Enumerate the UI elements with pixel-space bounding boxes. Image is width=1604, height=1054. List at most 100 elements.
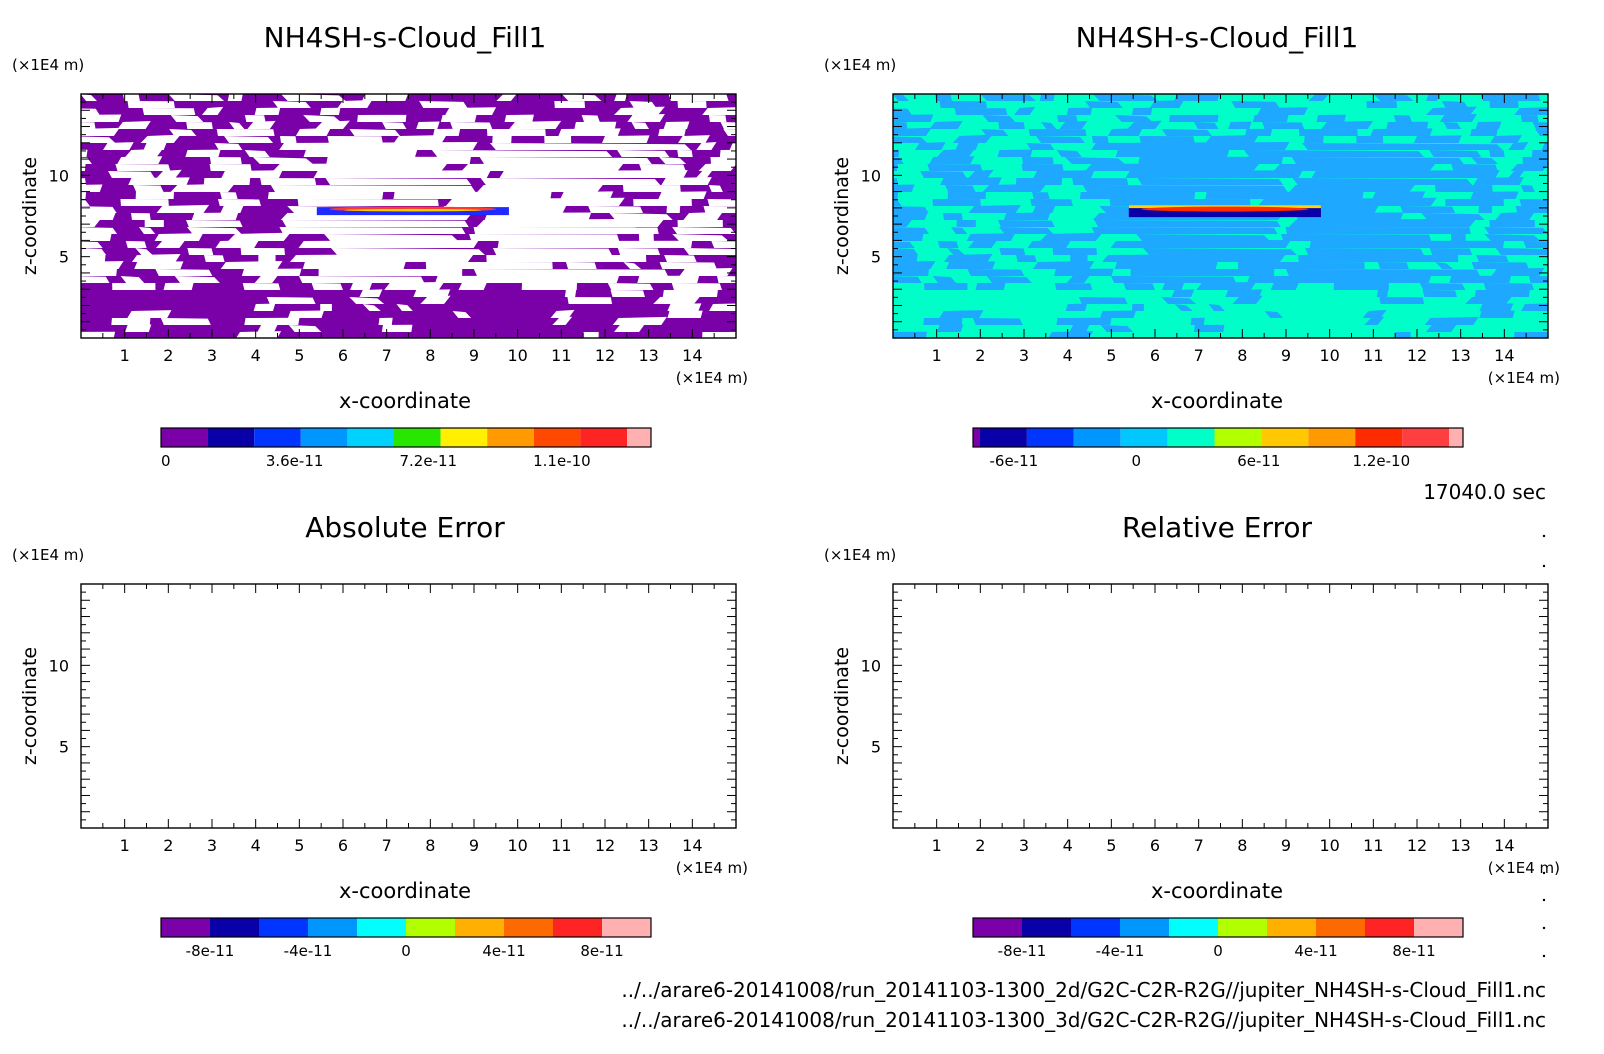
field-stripe	[980, 94, 1037, 101]
field-stripe	[1247, 275, 1432, 283]
colorbar-tick-label: 3.6e-11	[266, 452, 324, 470]
field-stripe	[156, 169, 182, 178]
x-tick-label: 1	[932, 836, 942, 855]
field-stripe	[1029, 199, 1073, 206]
field-stripe	[1483, 283, 1534, 290]
field-stripe	[1264, 311, 1284, 318]
field-stripe	[1039, 94, 1055, 101]
colorbar-segment	[394, 428, 441, 447]
field-stripe	[509, 120, 562, 129]
field-stripe	[117, 120, 151, 129]
colorbar-segment	[357, 918, 406, 937]
field-stripe	[932, 199, 981, 206]
field-stripe	[893, 212, 928, 220]
x-tick-label: 8	[1237, 346, 1247, 365]
field-stripe	[703, 206, 736, 213]
y-tick-label: 10	[861, 166, 881, 185]
field-stripe	[1065, 303, 1088, 311]
field-stripe	[711, 241, 736, 248]
field-stripe	[1288, 218, 1477, 227]
x-tick-label: 3	[207, 836, 217, 855]
field-stripe	[1495, 211, 1535, 220]
field-stripe	[362, 304, 381, 311]
x-tick-label: 12	[1407, 836, 1427, 855]
plot-background	[893, 584, 1548, 828]
colorbar-segment	[553, 918, 602, 937]
y-axis-label: z-coordinate	[831, 647, 853, 765]
field-stripe	[267, 191, 384, 199]
colorbar-segment	[161, 428, 208, 447]
field-stripe	[1531, 149, 1548, 157]
panel-1: 1 2 3 4 5 6 7 8 9 10 11 12 13 14510NH4SH-s-Cloud_Fill…	[12, 21, 748, 470]
field-stripe	[1386, 121, 1429, 129]
field-stripe	[297, 199, 439, 206]
field-stripe	[1021, 157, 1054, 164]
field-stripe	[729, 142, 736, 150]
field-stripe	[504, 114, 534, 122]
field-stripe	[1471, 262, 1529, 269]
x-tick-label: 6	[338, 346, 348, 365]
colorbar-tick-label: 7.2e-11	[399, 452, 457, 470]
field-stripe	[560, 191, 614, 199]
field-stripe	[258, 255, 276, 262]
field-stripe	[378, 317, 393, 325]
field-stripe	[131, 253, 181, 262]
field-stripe	[220, 205, 244, 213]
x-tick-label: 11	[1363, 346, 1383, 365]
panel-title: NH4SH-s-Cloud_Fill1	[1076, 21, 1359, 54]
field-stripe	[81, 127, 120, 136]
field-stripe	[947, 191, 986, 199]
field-stripe	[241, 268, 302, 276]
field-stripe	[170, 115, 204, 122]
field-stripe	[1193, 324, 1225, 332]
x-axis-label: x-coordinate	[339, 879, 471, 903]
field-stripe	[1441, 101, 1469, 108]
field-stripe	[1190, 317, 1205, 325]
field-stripe	[125, 148, 163, 157]
field-stripe	[1281, 234, 1432, 241]
field-stripe	[111, 317, 151, 325]
x-tick-label: 4	[251, 346, 261, 365]
field-stripe	[1479, 310, 1515, 318]
field-stripe	[1026, 143, 1055, 150]
field-stripe	[893, 94, 909, 101]
field-stripe	[1066, 274, 1091, 283]
field-stripe	[1373, 94, 1414, 101]
field-stripe	[433, 128, 461, 136]
field-stripe	[1169, 114, 1219, 122]
field-stripe	[496, 94, 517, 101]
field-stripe	[893, 268, 929, 276]
field-stripe	[1115, 115, 1153, 122]
field-stripe	[247, 120, 276, 129]
field-stripe	[1059, 120, 1088, 129]
field-stripe	[1225, 289, 1263, 297]
field-stripe	[81, 184, 103, 192]
field-stripe	[1032, 260, 1095, 269]
field-stripe	[1194, 122, 1219, 129]
colorbar-frame	[160, 917, 652, 938]
field-stripe	[168, 94, 225, 101]
field-stripe	[612, 316, 667, 325]
field-stripe	[252, 157, 313, 164]
field-stripe	[440, 114, 477, 122]
field-stripe	[1489, 101, 1519, 108]
field-stripe	[1285, 227, 1471, 234]
x-tick-label: 12	[595, 346, 615, 365]
field-stripe	[893, 184, 915, 192]
field-stripe	[1032, 205, 1056, 213]
colorbar-segment	[207, 428, 255, 447]
y-tick-label: 5	[59, 738, 69, 757]
field-stripe	[186, 227, 242, 234]
field-stripe	[929, 120, 963, 129]
field-stripe	[923, 317, 963, 325]
field-stripe	[431, 150, 613, 157]
field-stripe	[672, 227, 736, 234]
field-stripe	[217, 199, 261, 206]
field-stripe	[1289, 183, 1416, 192]
x-tick-label: 2	[975, 346, 985, 365]
x-tick-label: 9	[1281, 836, 1291, 855]
colorbar-segment	[455, 918, 504, 937]
field-stripe	[1084, 101, 1123, 108]
colorbar-segment	[1026, 428, 1074, 447]
colorbar-segment	[406, 918, 455, 937]
